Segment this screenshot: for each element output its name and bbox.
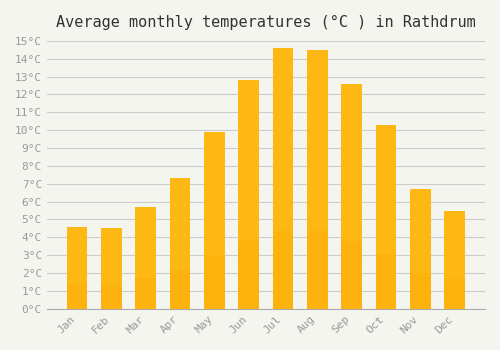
Bar (67, 226, 87, 309)
Title: Average monthly temperatures (°C ) in Rathdrum: Average monthly temperatures (°C ) in Ra… (56, 15, 476, 30)
Bar (238, 240, 259, 309)
Bar (376, 125, 396, 309)
Bar (273, 48, 293, 309)
Bar (170, 270, 190, 309)
Bar (307, 50, 328, 309)
Bar (342, 84, 362, 309)
Bar (444, 211, 465, 309)
Bar (136, 278, 156, 309)
Bar (170, 178, 190, 309)
Bar (342, 241, 362, 309)
Bar (273, 231, 293, 309)
Bar (376, 253, 396, 309)
Bar (67, 284, 87, 309)
Bar (204, 132, 225, 309)
Bar (101, 229, 121, 309)
Bar (410, 189, 430, 309)
Bar (307, 231, 328, 309)
Bar (238, 80, 259, 309)
Bar (204, 256, 225, 309)
Bar (101, 285, 121, 309)
Bar (136, 207, 156, 309)
Bar (444, 279, 465, 309)
Bar (410, 273, 430, 309)
